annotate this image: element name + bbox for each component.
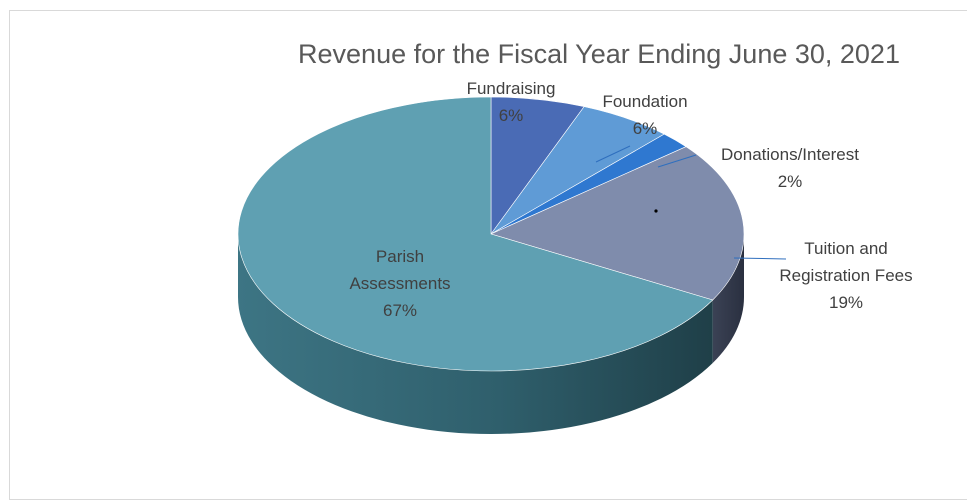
slice-name-label: Parish xyxy=(376,247,424,266)
slice-label-fundraising: Fundraising 6% xyxy=(467,79,556,125)
slice-percent-label: 67% xyxy=(383,301,417,320)
slice-label-donations-interest: Donations/Interest 2% xyxy=(721,145,859,191)
slice-percent-label: 2% xyxy=(778,172,803,191)
slice-parish-assessments xyxy=(237,96,714,372)
chart-title: Revenue for the Fiscal Year Ending June … xyxy=(298,39,900,69)
slice-label-parish-assessments: Parish Assessments 67% xyxy=(349,247,450,320)
label-leader-lines xyxy=(595,145,787,260)
leader-line-foundation xyxy=(595,145,631,163)
slice-label-foundation: Foundation 6% xyxy=(602,92,687,138)
pie-slices xyxy=(237,96,745,372)
slice-name-label: Foundation xyxy=(602,92,687,111)
slice-tuition-and-registration-fees xyxy=(490,146,745,301)
slice-percent-label: 6% xyxy=(633,119,658,138)
slice-label-tuition-and-registration-fees: Tuition and Registration Fees 19% xyxy=(779,239,912,312)
leader-line-donations-interest xyxy=(657,154,697,168)
slice-name-label: Assessments xyxy=(349,274,450,293)
slice-labels: Fundraising 6% Foundation 6% Donations/Inter… xyxy=(349,79,912,320)
side-wall-tuition-and-registration-fees xyxy=(712,234,744,364)
slice-percent-label: 6% xyxy=(499,106,524,125)
side-wall-parish-assessments xyxy=(238,234,713,435)
slice-name-label: Donations/Interest xyxy=(721,145,859,164)
pie-side-walls xyxy=(238,234,744,435)
marker-dot xyxy=(654,209,658,213)
leader-line-tuition-and-registration-fees xyxy=(733,257,787,260)
slice-name-label: Registration Fees xyxy=(779,266,912,285)
slice-percent-label: 19% xyxy=(829,293,863,312)
slice-name-label: Fundraising xyxy=(467,79,556,98)
slice-name-label: Tuition and xyxy=(804,239,887,258)
